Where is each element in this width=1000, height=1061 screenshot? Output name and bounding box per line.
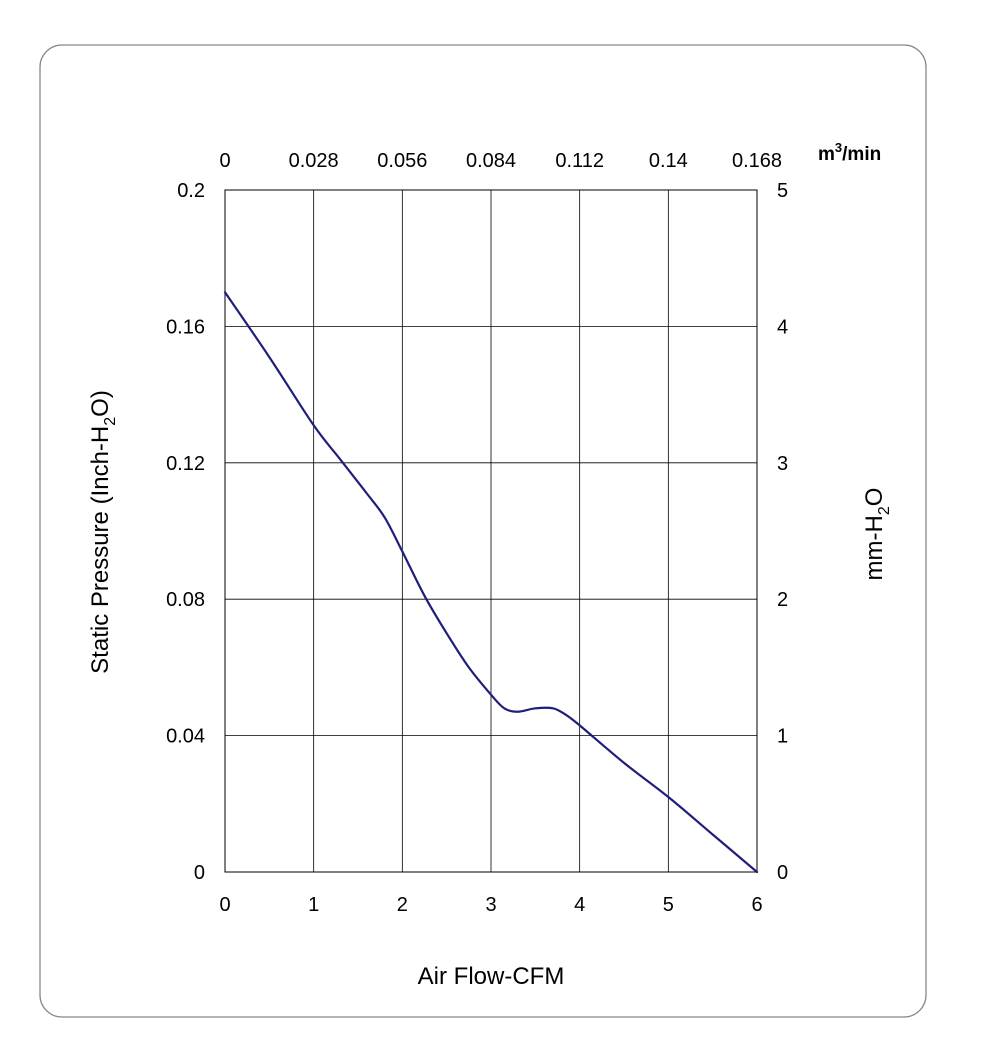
- x2-tick-label: 0.028: [289, 150, 339, 172]
- x2-tick-label: 0.112: [555, 150, 604, 172]
- y-tick-label: 0.04: [166, 726, 205, 748]
- y2-tick-label: 0: [777, 862, 788, 884]
- chart-frame: [39, 44, 927, 1018]
- x2-axis-label: m3/min: [818, 140, 881, 165]
- x-tick-label: 2: [397, 894, 408, 916]
- airflow-pressure-curve: [223, 291, 759, 874]
- y-tick-label: 0: [194, 862, 205, 884]
- x2-tick-label: 0: [219, 150, 230, 172]
- x-tick-label: 6: [751, 894, 762, 916]
- y-tick-label: 0.08: [166, 589, 205, 611]
- y2-tick-label: 3: [777, 453, 788, 475]
- x2-tick-label: 0.168: [732, 150, 782, 172]
- x-tick-label: 3: [485, 894, 496, 916]
- y2-tick-label: 5: [777, 180, 788, 202]
- y-tick-label: 0.16: [166, 316, 205, 338]
- x-tick-label: 1: [308, 894, 319, 916]
- x-axis-label: Air Flow-CFM: [418, 963, 565, 990]
- y2-tick-label: 2: [777, 589, 788, 611]
- tick-labels: 0 1 2 3 4 5 60 0.028 0.056 0.084 0.112 0.14 0.16800.…: [166, 150, 788, 916]
- y-tick-label: 0.2: [177, 180, 205, 202]
- y2-tick-label: 4: [777, 316, 788, 338]
- y-tick-label: 0.12: [166, 453, 205, 475]
- x2-tick-label: 0.14: [649, 150, 688, 172]
- x-tick-label: 5: [663, 894, 674, 916]
- grid: [225, 190, 757, 872]
- x2-tick-label: 0.056: [377, 150, 427, 172]
- y2-axis-label: mm-H2O: [861, 488, 893, 581]
- x-tick-label: 4: [574, 894, 585, 916]
- plot-area-border: [224, 189, 758, 873]
- y-axis-label: Static Pressure (Inch-H2O): [87, 390, 119, 674]
- y2-tick-label: 1: [777, 726, 788, 748]
- x2-tick-label: 0.084: [466, 150, 516, 172]
- x-tick-label: 0: [219, 894, 230, 916]
